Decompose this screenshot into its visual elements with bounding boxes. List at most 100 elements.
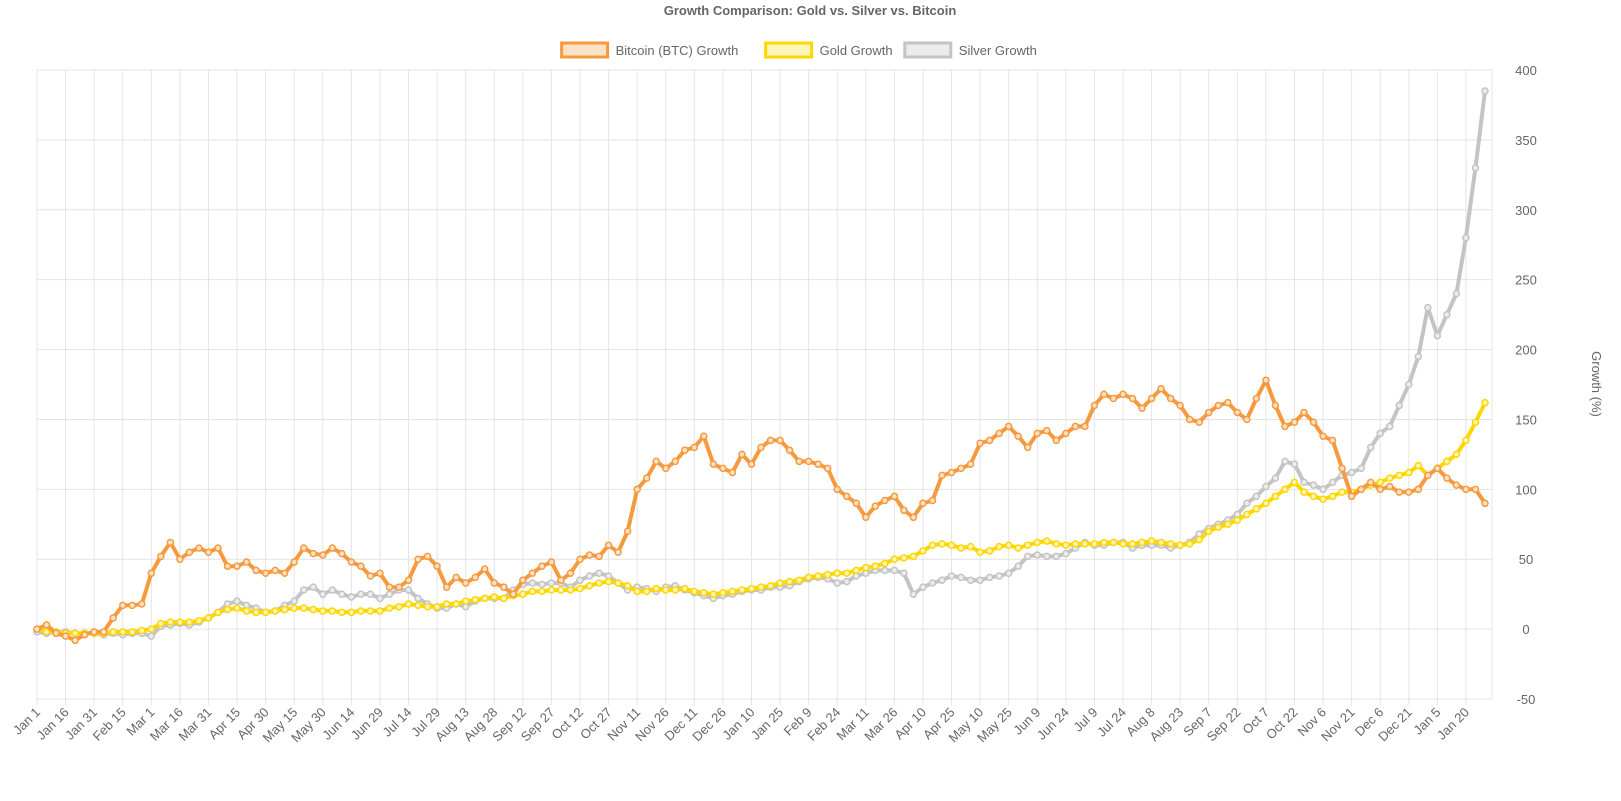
data-point <box>1062 549 1070 558</box>
data-point <box>795 576 803 584</box>
data-point <box>1452 450 1461 459</box>
x-tick-label: Oct 22 <box>1263 705 1301 743</box>
data-point <box>347 593 356 601</box>
data-point <box>728 468 737 477</box>
data-point <box>785 577 794 586</box>
data-point <box>1252 394 1261 403</box>
data-point <box>1081 540 1089 548</box>
data-point <box>995 429 1003 438</box>
data-point <box>547 558 556 566</box>
y-tick-label: 350 <box>1515 133 1537 148</box>
data-point <box>433 562 441 570</box>
data-point <box>814 460 822 468</box>
data-point <box>1281 457 1289 466</box>
data-point <box>271 566 279 575</box>
data-point <box>319 551 327 559</box>
data-point <box>166 618 175 626</box>
data-point <box>576 584 584 593</box>
data-point <box>566 569 575 577</box>
data-point <box>223 605 232 614</box>
data-point <box>185 548 194 556</box>
data-point <box>614 548 622 556</box>
data-point <box>299 544 308 552</box>
y-tick-label: 250 <box>1515 273 1537 288</box>
data-point <box>319 590 327 598</box>
data-point <box>823 464 832 473</box>
data-point <box>347 558 356 566</box>
data-point <box>681 584 689 593</box>
y-tick-label: 100 <box>1515 482 1537 497</box>
data-point <box>747 460 756 468</box>
data-point <box>1262 482 1270 491</box>
legend-label: Bitcoin (BTC) Growth <box>616 43 739 58</box>
data-point <box>1157 384 1165 393</box>
data-point <box>109 628 117 636</box>
data-point <box>642 587 651 596</box>
data-point <box>242 558 251 566</box>
data-point <box>147 632 156 640</box>
data-point <box>833 485 841 494</box>
data-point <box>1166 394 1175 403</box>
data-point <box>1014 544 1022 552</box>
data-point <box>1033 429 1042 438</box>
data-point <box>395 583 403 591</box>
data-point <box>1233 408 1242 417</box>
data-point <box>1433 331 1442 340</box>
data-point <box>1481 87 1489 95</box>
data-point <box>1224 520 1232 529</box>
data-point <box>52 629 60 638</box>
data-point <box>585 551 594 559</box>
data-point <box>528 587 537 596</box>
data-point <box>1033 551 1042 559</box>
x-tick-label: Jan 25 <box>748 705 786 743</box>
x-tick-label: Oct 12 <box>548 705 586 743</box>
data-point <box>1452 289 1461 298</box>
y-tick-label: 300 <box>1515 203 1537 218</box>
data-point <box>1471 485 1480 494</box>
data-point <box>1138 404 1146 413</box>
data-point <box>471 573 479 582</box>
data-point <box>1300 408 1308 417</box>
data-point <box>604 541 613 549</box>
data-point <box>223 562 232 570</box>
data-point <box>1443 457 1451 466</box>
data-point <box>1233 516 1242 524</box>
data-point <box>1281 485 1289 494</box>
data-point <box>147 625 156 633</box>
data-point <box>1119 390 1127 399</box>
data-point <box>1328 492 1337 501</box>
data-point <box>1395 488 1404 496</box>
data-point <box>1090 401 1099 410</box>
data-point <box>1357 464 1365 473</box>
data-point <box>1243 510 1251 519</box>
data-point <box>500 594 508 603</box>
data-point <box>1224 398 1232 407</box>
data-point <box>804 457 813 466</box>
data-point <box>652 584 660 593</box>
data-point <box>633 485 641 494</box>
data-point <box>1281 422 1289 431</box>
data-point <box>433 602 441 611</box>
data-point <box>995 572 1003 580</box>
data-point <box>309 549 318 558</box>
data-point <box>728 587 737 596</box>
x-tick-label: Jul 24 <box>1094 705 1129 740</box>
data-point <box>309 605 318 614</box>
data-point <box>1214 401 1223 410</box>
data-point <box>1090 540 1099 548</box>
data-point <box>176 555 184 563</box>
data-point <box>633 587 641 596</box>
data-point <box>595 552 603 561</box>
data-point <box>623 582 632 590</box>
data-point <box>280 605 289 614</box>
data-point <box>233 604 241 612</box>
data-point <box>185 618 194 626</box>
data-point <box>385 583 394 591</box>
data-point <box>357 607 365 615</box>
data-point <box>71 629 79 638</box>
data-point <box>1424 471 1432 480</box>
data-point <box>328 586 337 594</box>
data-point <box>1100 538 1108 547</box>
y-tick-label: 0 <box>1522 622 1529 637</box>
data-point <box>1195 418 1203 426</box>
